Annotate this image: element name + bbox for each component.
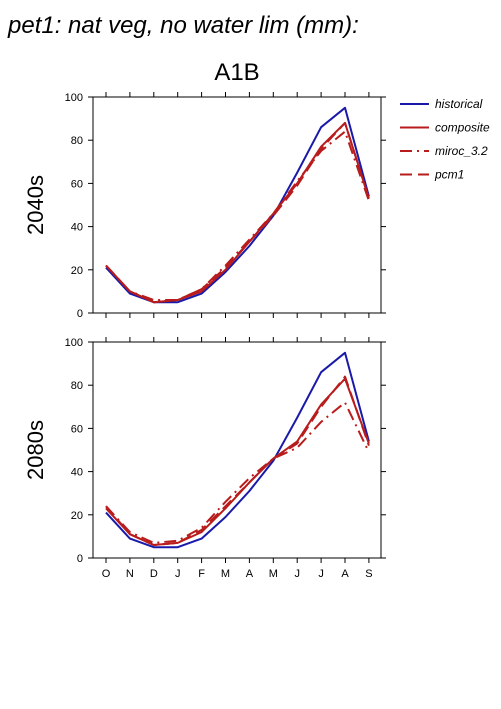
y-tick-label: 100 <box>65 92 83 104</box>
y-tick-label: 60 <box>71 178 83 190</box>
legend-label: historical <box>435 97 483 111</box>
legend-label: composite <box>435 121 490 135</box>
legend-label: pcm1 <box>434 168 464 182</box>
x-tick-label: J <box>318 568 324 580</box>
series-line-composite <box>105 121 370 304</box>
x-tick-label: M <box>269 568 278 580</box>
y-tick-label: 0 <box>77 308 83 320</box>
y-tick-label: 100 <box>65 337 83 349</box>
y-tick-label: 0 <box>77 553 83 565</box>
legend: historical composite miroc_3.2 pcm1 <box>400 97 490 182</box>
series-line-pcm1 <box>105 121 370 304</box>
y-tick-label: 40 <box>71 467 83 479</box>
series-line-composite <box>105 377 370 546</box>
x-tick-label: J <box>175 568 181 580</box>
y-tick-label: 20 <box>71 265 83 277</box>
y-tick-label: 20 <box>71 510 83 522</box>
x-tick-label: A <box>246 568 254 580</box>
series-line-miroc_3.2 <box>105 401 370 544</box>
panel-2080s: 0 20 40 60 80 100 O N D J F M A M J J A S 2080s <box>23 337 386 580</box>
x-tick-label: F <box>198 568 205 580</box>
x-tick-label: N <box>126 568 134 580</box>
plot-frame <box>92 96 382 314</box>
chart-subtitle: A1B <box>214 59 259 86</box>
panels: 0 20 40 60 80 100 2040s 0 20 40 60 80 100 O N D J F M A M J J A… <box>23 92 386 580</box>
y-tick-label: 60 <box>71 423 83 435</box>
y-tick-label: 80 <box>71 135 83 147</box>
chart-title: pet1: nat veg, no water lim (mm): <box>7 12 359 39</box>
panel-label: 2040s <box>23 175 48 235</box>
series-line-miroc_3.2 <box>105 130 370 301</box>
legend-label: miroc_3.2 <box>435 144 488 158</box>
y-tick-label: 80 <box>71 380 83 392</box>
panel-label: 2080s <box>23 420 48 480</box>
x-tick-label: M <box>221 568 230 580</box>
x-tick-label: D <box>150 568 158 580</box>
series-line-pcm1 <box>105 375 370 546</box>
x-tick-label: A <box>341 568 349 580</box>
series-line-historical <box>105 351 370 549</box>
plot-frame <box>92 341 382 559</box>
x-tick-label: S <box>365 568 372 580</box>
x-tick-label: J <box>294 568 300 580</box>
x-tick-label: O <box>102 568 111 580</box>
panel-2040s: 0 20 40 60 80 100 2040s <box>23 92 386 320</box>
y-tick-label: 40 <box>71 222 83 234</box>
